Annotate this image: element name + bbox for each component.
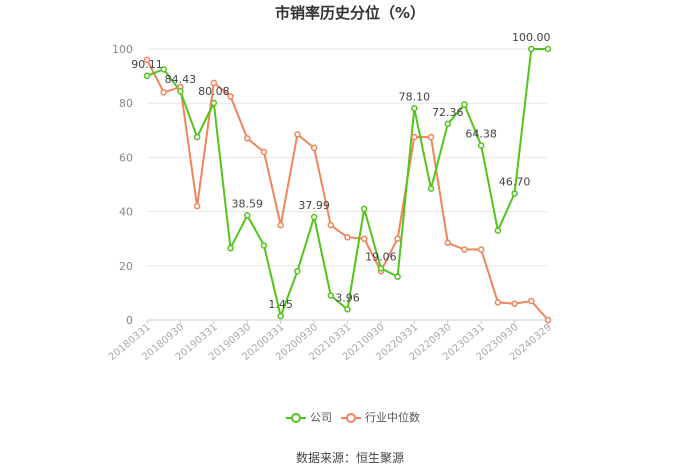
series-point-1 [528, 297, 535, 305]
series-point-0 [377, 265, 385, 272]
series-point-0 [177, 87, 184, 95]
series-point-1 [461, 246, 468, 253]
series-point-0 [411, 105, 418, 112]
series-point-0 [461, 101, 468, 108]
series-point-1 [427, 133, 435, 141]
series-line-1 [146, 59, 549, 321]
series-point-0 [528, 45, 535, 53]
legend-item-company[interactable]: 公司 [286, 409, 346, 427]
series-point-1 [210, 79, 218, 87]
legend-label-company: 公司 [310, 411, 332, 424]
series-point-0 [310, 213, 318, 221]
y-tick-label: 60 [119, 151, 133, 164]
series-point-0 [444, 120, 451, 128]
y-tick-label: 100 [112, 43, 133, 56]
series-point-0 [544, 45, 552, 53]
series-point-0 [227, 244, 234, 252]
series-point-1 [294, 131, 301, 138]
data-label: 38.59 [232, 197, 264, 210]
data-label: 72.36 [432, 106, 464, 119]
series-point-0 [277, 312, 284, 320]
data-label: 1.45 [268, 298, 293, 311]
series-point-0 [477, 142, 485, 149]
series-point-1 [444, 239, 451, 247]
y-tick-label: 40 [119, 206, 133, 219]
y-axis: 0 20 40 60 80 100 [112, 43, 133, 327]
series-point-1 [511, 300, 518, 307]
series-point-0 [244, 212, 251, 219]
series-point-0 [210, 99, 218, 107]
series-point-0 [260, 242, 268, 249]
series-point-0 [160, 66, 167, 73]
series-point-1 [344, 234, 351, 241]
series-point-1 [360, 235, 368, 242]
series-point-1 [260, 148, 268, 156]
series-point-1 [227, 93, 234, 100]
data-label: 46.70 [499, 175, 531, 188]
series-point-0 [494, 227, 502, 234]
legend-marker-industry [341, 413, 361, 423]
series-point-1 [160, 89, 167, 96]
data-label: 90.11 [131, 58, 163, 71]
series-point-0 [344, 306, 351, 313]
series-point-0 [143, 72, 151, 80]
data-label: 78.10 [399, 90, 431, 103]
series-point-1 [193, 202, 201, 210]
data-label: 19.06 [365, 250, 397, 263]
series-point-0 [427, 185, 435, 192]
series-point-1 [494, 299, 502, 306]
series-points [143, 45, 552, 324]
y-tick-label: 0 [126, 314, 133, 327]
data-label: 3.96 [335, 291, 360, 304]
data-label: 80.08 [198, 85, 230, 98]
legend-marker-company [286, 413, 306, 423]
series-point-0 [511, 190, 518, 197]
series-point-0 [294, 267, 301, 275]
series-point-1 [411, 133, 418, 141]
legend: 公司 行业中位数 [0, 409, 700, 427]
data-source: 数据来源：恒生聚源 [295, 451, 404, 465]
series-point-1 [544, 316, 552, 324]
series-point-0 [193, 133, 201, 141]
series-point-0 [327, 292, 335, 299]
series-point-1 [394, 235, 401, 242]
series-point-1 [143, 56, 151, 64]
data-label: 64.38 [465, 128, 497, 141]
x-axis: 2018033120180930201903312019093020200331… [107, 320, 554, 363]
series-point-1 [244, 135, 251, 142]
series-point-0 [394, 273, 401, 280]
series-point-1 [477, 246, 485, 253]
series-point-1 [327, 221, 335, 229]
chart-title: 市销率历史分位（%） [274, 4, 426, 22]
series-point-0 [360, 205, 368, 213]
data-label: 84.43 [165, 73, 197, 86]
line-chart: 0 20 40 60 80 100 201803312018093020190331201… [107, 31, 554, 363]
legend-label-industry: 行业中位数 [365, 411, 420, 424]
series-point-1 [310, 144, 318, 152]
legend-item-industry[interactable]: 行业中位数 [341, 409, 431, 427]
data-label: 37.99 [298, 199, 330, 212]
y-tick-label: 20 [119, 260, 133, 273]
y-tick-label: 80 [119, 97, 133, 110]
data-label: 100.00 [512, 31, 551, 44]
series-point-1 [277, 221, 284, 229]
